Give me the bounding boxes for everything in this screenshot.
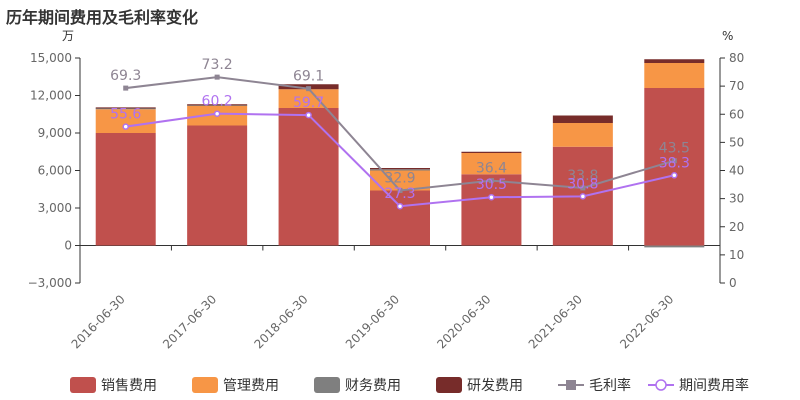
legend-item-管理费用[interactable]: 管理费用: [192, 377, 279, 394]
bar-研发费用[interactable]: [370, 168, 430, 170]
data-label-期间费用率: 59.7: [293, 95, 324, 111]
marker-毛利率[interactable]: [671, 158, 677, 164]
left-tick-label: 0: [64, 239, 72, 253]
legend-item-研发费用[interactable]: 研发费用: [436, 377, 523, 394]
legend-swatch-marker: [566, 380, 576, 390]
right-tick-label: 30: [729, 192, 744, 206]
bar-管理费用[interactable]: [278, 89, 339, 108]
marker-期间费用率[interactable]: [213, 110, 221, 117]
data-label-毛利率: 36.4: [476, 161, 507, 177]
bar-管理费用[interactable]: [461, 153, 522, 175]
marker-期间费用率[interactable]: [122, 123, 129, 130]
left-tick-label: 9,000: [38, 126, 72, 140]
left-tick-label: 12,000: [30, 89, 72, 103]
right-tick-label: 40: [729, 164, 744, 178]
lines: [122, 74, 678, 210]
bar-销售费用[interactable]: [95, 133, 156, 246]
legend-label: 期间费用率: [679, 377, 749, 394]
bars: [95, 59, 705, 248]
data-label-期间费用率: 30.5: [476, 177, 507, 193]
x-tick-label: 2016-06-30: [69, 292, 128, 351]
legend-swatch-marker: [655, 379, 667, 391]
x-tick-label: 2017-06-30: [160, 292, 219, 351]
right-tick-label: 60: [729, 107, 744, 121]
bar-销售费用[interactable]: [370, 190, 430, 246]
bar-管理费用[interactable]: [95, 109, 156, 133]
legend-swatch: [70, 377, 96, 393]
legend-label: 销售费用: [101, 378, 157, 394]
bar-财务费用[interactable]: [370, 169, 430, 171]
bar-管理费用[interactable]: [644, 63, 705, 88]
right-tick-label: 50: [729, 135, 744, 149]
legend-label: 研发费用: [467, 378, 523, 394]
legend-label: 毛利率: [589, 377, 631, 394]
data-label-期间费用率: 55.6: [110, 107, 141, 123]
marker-期间费用率[interactable]: [579, 193, 587, 200]
bar-销售费用[interactable]: [278, 108, 339, 246]
data-label-毛利率: 32.9: [384, 170, 415, 186]
legend-item-期间费用率[interactable]: 期间费用率: [648, 377, 749, 394]
data-label-毛利率: 69.1: [293, 69, 324, 85]
legend-swatch: [192, 377, 218, 393]
marker-期间费用率[interactable]: [488, 193, 495, 201]
bar-研发费用[interactable]: [644, 59, 705, 63]
bar-研发费用[interactable]: [461, 151, 522, 153]
data-label-毛利率: 73.2: [202, 57, 233, 73]
left-tick-label: 6,000: [38, 164, 72, 178]
bar-财务费用[interactable]: [187, 104, 248, 106]
right-unit-label: %: [722, 29, 733, 43]
data-label-毛利率: 69.3: [110, 68, 141, 84]
legend-swatch: [314, 377, 340, 393]
x-tick-label: 2021-06-30: [526, 292, 585, 351]
legend[interactable]: 销售费用 管理费用 财务费用 研发费用 毛利率 期间费用率: [70, 377, 749, 394]
right-tick-label: 70: [729, 79, 744, 93]
legend-item-毛利率[interactable]: 毛利率: [558, 377, 631, 394]
data-label-期间费用率: 30.8: [567, 176, 598, 192]
data-label-毛利率: 43.5: [659, 141, 690, 157]
legend-item-销售费用[interactable]: 销售费用: [70, 377, 157, 394]
legend-label: 财务费用: [345, 378, 401, 394]
data-label-期间费用率: 27.3: [384, 186, 415, 202]
x-tick-label: 2020-06-30: [434, 292, 493, 351]
right-tick-label: 0: [729, 276, 737, 290]
marker-毛利率[interactable]: [580, 185, 586, 191]
left-tick-label: 15,000: [30, 51, 72, 65]
right-tick-label: 20: [729, 220, 744, 234]
x-tick-label: 2018-06-30: [251, 292, 310, 351]
left-tick-label: −3,000: [28, 276, 72, 290]
bar-研发费用[interactable]: [187, 104, 248, 106]
bar-研发费用[interactable]: [552, 115, 613, 124]
marker-期间费用率[interactable]: [396, 202, 404, 210]
x-tick-label: 2022-06-30: [617, 292, 676, 351]
bar-研发费用[interactable]: [95, 107, 156, 109]
marker-期间费用率[interactable]: [305, 111, 312, 119]
legend-item-财务费用[interactable]: 财务费用: [314, 377, 401, 394]
bar-财务费用[interactable]: [95, 108, 156, 110]
data-label-毛利率: 33.8: [567, 168, 598, 184]
data-label-期间费用率: 60.2: [202, 94, 233, 110]
right-tick-label: 10: [729, 248, 744, 262]
marker-毛利率[interactable]: [214, 74, 220, 80]
marker-期间费用率[interactable]: [671, 172, 678, 179]
left-tick-label: 3,000: [38, 201, 72, 215]
marker-毛利率[interactable]: [306, 86, 312, 92]
bar-销售费用[interactable]: [461, 174, 522, 246]
marker-毛利率[interactable]: [397, 187, 403, 193]
bar-管理费用[interactable]: [370, 170, 430, 191]
marker-毛利率[interactable]: [123, 85, 129, 91]
bar-销售费用[interactable]: [187, 125, 248, 246]
legend-swatch: [436, 377, 462, 393]
chart-title: 历年期间费用及毛利率变化: [6, 8, 199, 27]
x-tick-label: 2019-06-30: [343, 292, 402, 351]
bar-管理费用[interactable]: [552, 123, 613, 147]
left-unit-label: 万: [62, 29, 74, 43]
data-labels: 69.3 73.2 69.1 32.9 36.4 33.8 43.5 55.6 60.2 59.7…: [110, 57, 690, 202]
data-label-期间费用率: 38.3: [659, 155, 690, 171]
bar-财务费用[interactable]: [644, 245, 705, 248]
legend-label: 管理费用: [223, 378, 279, 394]
marker-毛利率[interactable]: [488, 178, 494, 184]
right-tick-label: 80: [729, 51, 744, 65]
